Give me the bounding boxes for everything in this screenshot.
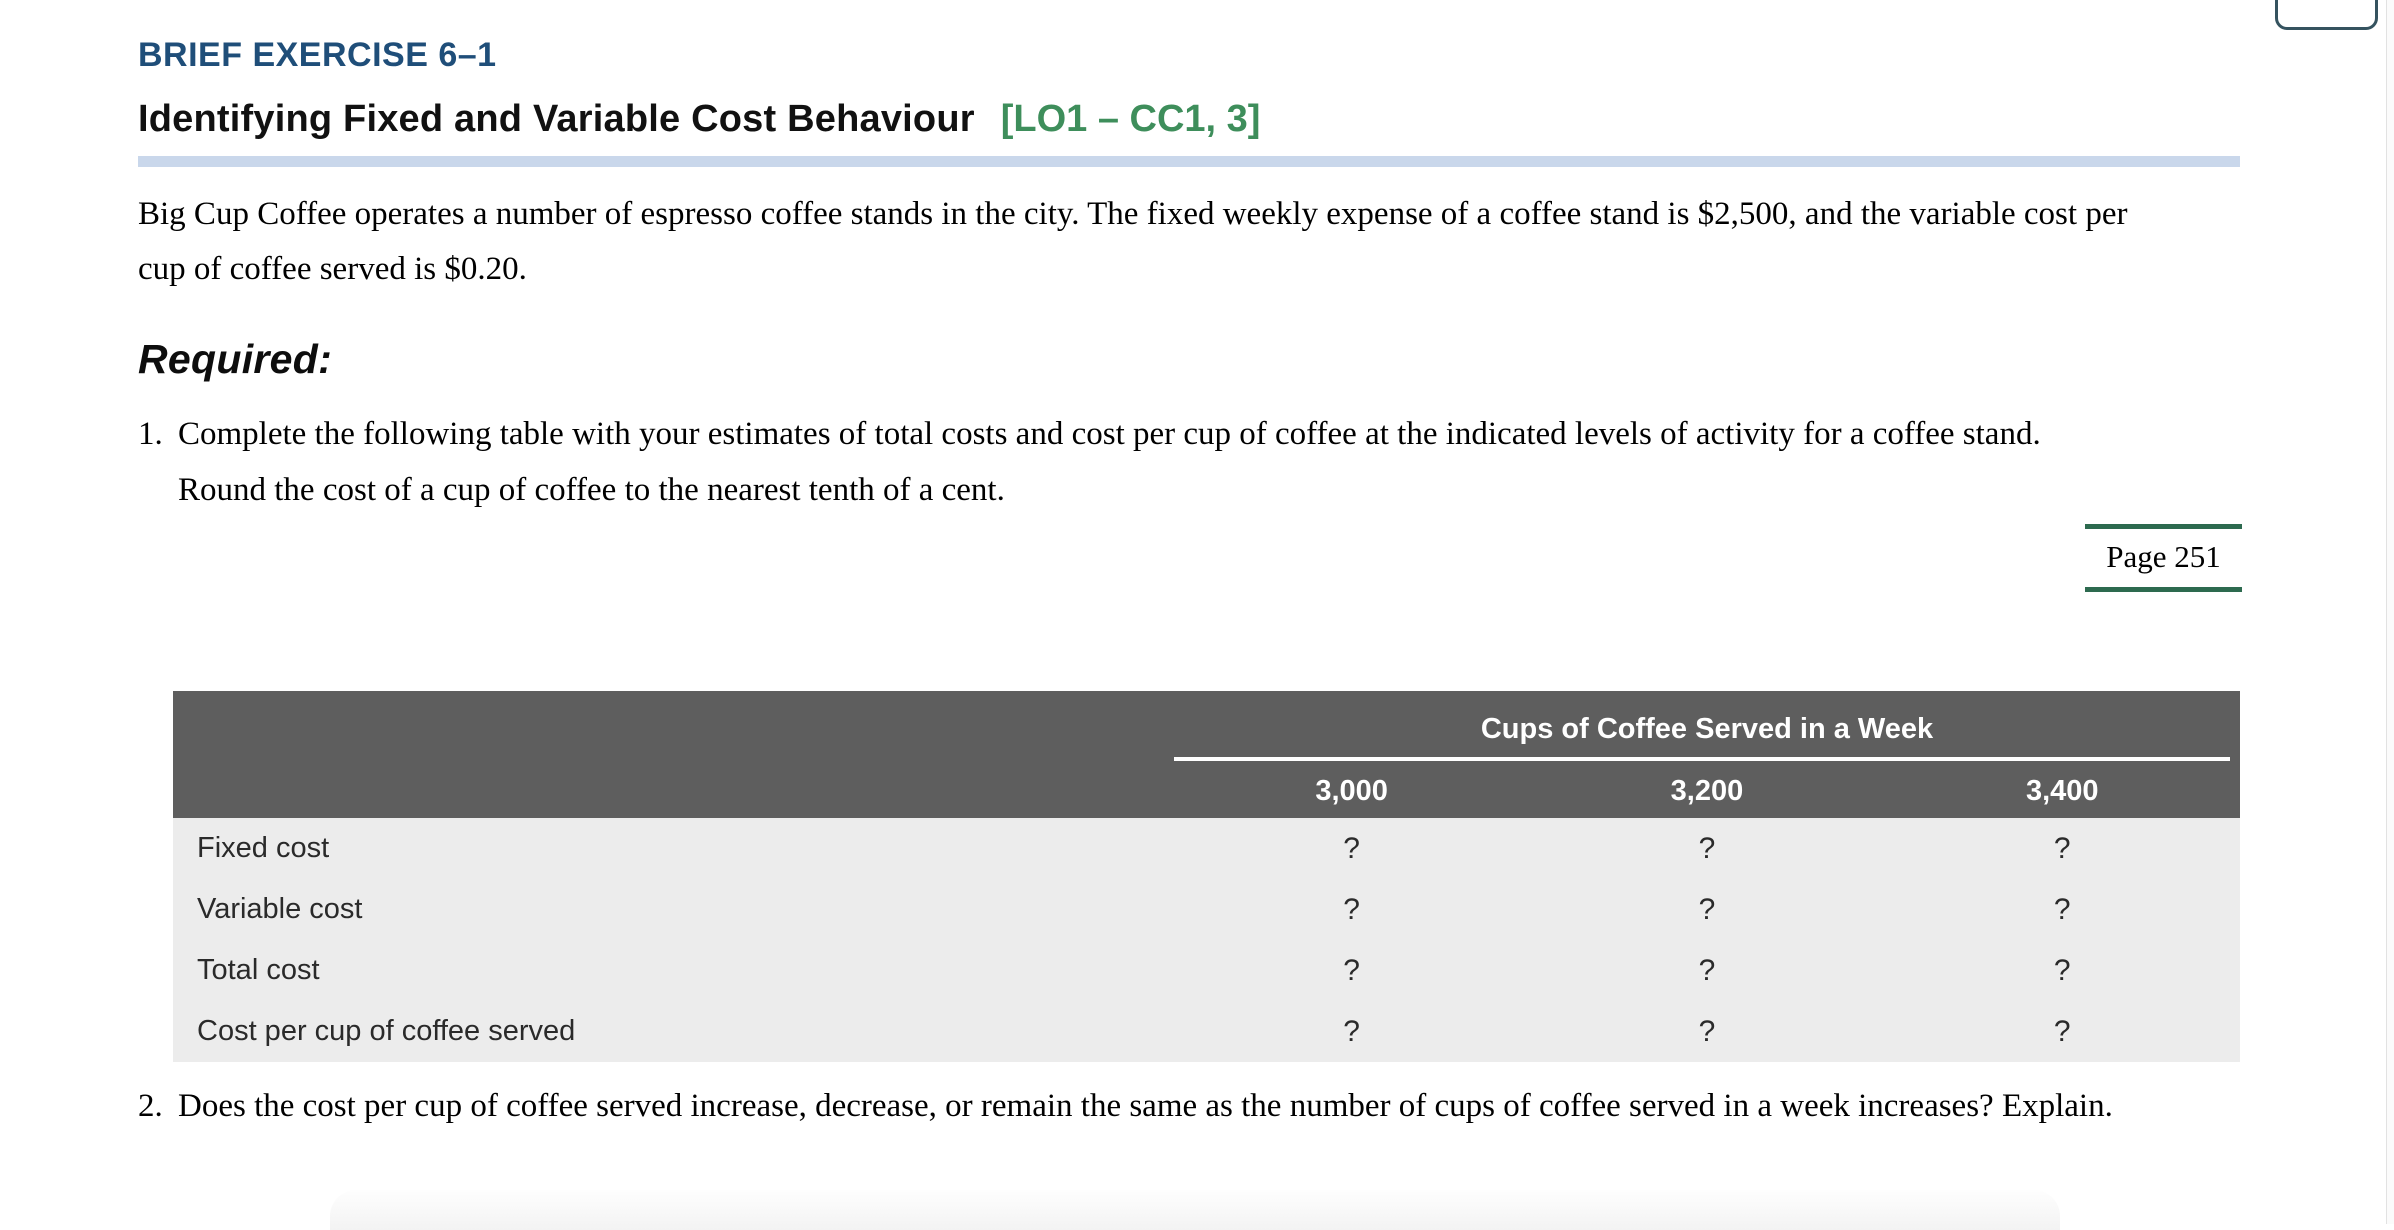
table-cell: ? [1343, 953, 1360, 987]
table-cell: ? [2053, 831, 2071, 865]
requirement-item-1: 1. Complete the following table with you… [138, 406, 2113, 518]
row-cells: ? ? ? [1174, 832, 2240, 866]
page-reference-text: Page 251 [2106, 539, 2221, 574]
table-cell: ? [1343, 1014, 1360, 1048]
table-column-headers: 3,000 3,200 3,400 [1174, 775, 2240, 808]
exercise-title: Identifying Fixed and Variable Cost Beha… [138, 98, 975, 140]
row-label: Fixed cost [197, 832, 330, 864]
table-row: Cost per cup of coffee served ? ? ? [173, 1001, 2240, 1062]
column-header: 3,400 [2025, 775, 2099, 807]
row-label: Total cost [197, 954, 320, 986]
table-row: Total cost ? ? ? [173, 940, 2240, 1001]
item-text: Does the cost per cup of coffee served i… [178, 1088, 2113, 1124]
title-underline-rule [138, 156, 2240, 167]
table-cell: ? [2053, 892, 2071, 926]
row-label: Variable cost [197, 893, 363, 925]
item-text: Complete the following table with your e… [178, 416, 2041, 508]
table-cell: ? [1698, 831, 1716, 865]
row-cells: ? ? ? [1174, 1015, 2240, 1049]
required-heading: Required: [138, 336, 333, 382]
table-cell: ? [1343, 831, 1360, 865]
intro-paragraph: Big Cup Coffee operates a number of espr… [138, 196, 2128, 287]
table-cell: ? [2053, 1014, 2071, 1048]
next-card-top-edge [330, 1190, 2060, 1230]
table-cell: ? [2053, 953, 2071, 987]
table-cell: ? [1698, 1014, 1716, 1048]
table-cell: ? [1698, 892, 1716, 926]
exercise-title-row: Identifying Fixed and Variable Cost Beha… [138, 98, 1260, 141]
table-cell: ? [1343, 892, 1360, 926]
column-header: 3,000 [1315, 775, 1388, 807]
learning-objective-tag: [LO1 – CC1, 3] [1000, 98, 1261, 140]
table-header: Cups of Coffee Served in a Week 3,000 3,… [173, 691, 2240, 818]
exercise-label: BRIEF EXERCISE 6–1 [138, 36, 497, 74]
table-body: Fixed cost ? ? ? Variable cost ? ? ? Tot… [173, 818, 2240, 1062]
item-number: 1. [138, 416, 163, 452]
page-reference-badge[interactable]: Page 251 [2085, 524, 2242, 592]
requirement-item-2: 2. Does the cost per cup of coffee serve… [138, 1078, 2113, 1134]
row-cells: ? ? ? [1174, 954, 2240, 988]
cost-estimate-table: Cups of Coffee Served in a Week 3,000 3,… [173, 691, 2240, 1062]
row-cells: ? ? ? [1174, 893, 2240, 927]
item-number: 2. [138, 1088, 163, 1124]
table-cell: ? [1698, 953, 1716, 987]
row-label: Cost per cup of coffee served [197, 1015, 576, 1047]
cutoff-toolbar-button[interactable] [2275, 0, 2378, 30]
column-header: 3,200 [1670, 775, 1744, 807]
table-group-header: Cups of Coffee Served in a Week [1480, 713, 1934, 745]
page-right-gutter [2386, 0, 2394, 1224]
group-header-underline [1174, 757, 2230, 761]
table-row: Variable cost ? ? ? [173, 879, 2240, 940]
table-row: Fixed cost ? ? ? [173, 818, 2240, 879]
